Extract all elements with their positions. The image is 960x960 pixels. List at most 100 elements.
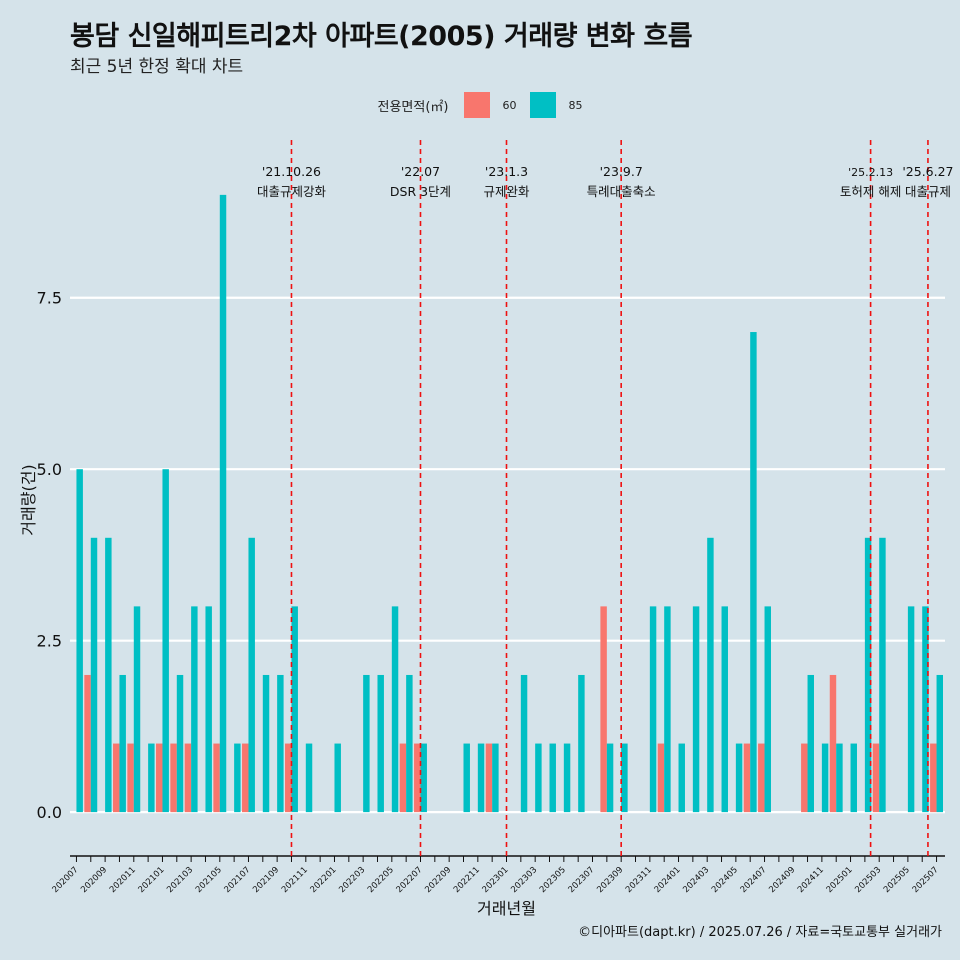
legend-title: 전용면적(㎡) (377, 99, 449, 115)
bar-85-202304 (549, 743, 556, 813)
legend-swatch-60 (464, 92, 491, 118)
bar-60-202206 (399, 743, 407, 813)
x-tick-label: 202407 (739, 865, 769, 895)
bar-85-202106 (234, 743, 241, 813)
bar-60-202011 (127, 743, 134, 813)
bar-60-202103 (184, 743, 192, 813)
bar-85-202008 (90, 537, 98, 813)
bar-85-202201 (334, 743, 341, 813)
chart-title: 봉담 신일해피트리2차 아파트(2005) 거래량 변화 흐름 (70, 21, 693, 52)
bar-85-202101 (162, 469, 169, 813)
x-tick-label: 202503 (853, 865, 883, 895)
bar-85-202312 (664, 606, 671, 813)
bar-85-202410 (807, 674, 814, 813)
x-tick-label: 202505 (882, 865, 912, 895)
bar-85-202111 (305, 743, 313, 813)
bar-85-202403 (707, 537, 714, 813)
x-tick-label: 202403 (681, 865, 711, 895)
y-axis-title: 거래량(건) (19, 464, 38, 535)
bar-85-202110 (291, 606, 298, 813)
x-tick-label: 202105 (194, 865, 224, 895)
bar-85-202205 (391, 606, 399, 813)
x-tick-label: 202007 (51, 865, 81, 895)
legend-label-60: 60 (502, 98, 517, 112)
bar-85-202103 (191, 606, 198, 813)
x-tick-label: 202401 (653, 865, 683, 895)
y-tick-label: 0.0 (37, 803, 62, 822)
bar-60-202507 (930, 743, 937, 813)
bar-85-202108 (262, 674, 270, 813)
bar-85-202010 (119, 674, 126, 813)
bar-60-202312 (657, 743, 665, 813)
bar-85-202011 (133, 606, 141, 813)
bar-85-202501 (850, 743, 857, 813)
y-tick-label: 7.5 (37, 289, 62, 308)
x-axis-title: 거래년월 (477, 899, 536, 918)
bar-85-202406 (750, 332, 757, 813)
bar-85-202405 (735, 743, 743, 813)
bar-85-202007 (76, 469, 83, 813)
x-tick-label: 202305 (538, 865, 568, 895)
event-date: '21.10.26 (262, 164, 321, 179)
x-tick-label: 202411 (796, 865, 826, 895)
bar-85-202411 (821, 743, 829, 813)
x-tick-label: 202405 (710, 865, 740, 895)
bar-85-202302 (520, 674, 528, 813)
bar-60-202107 (242, 743, 249, 813)
x-tick-label: 202207 (395, 865, 425, 895)
y-tick-label: 5.0 (37, 460, 62, 479)
x-tick-label: 202009 (79, 865, 109, 895)
event-date: '23.9.7 (600, 164, 643, 179)
event-date: '25.6.27 (902, 164, 953, 179)
bar-60-202308 (600, 606, 607, 813)
bar-85-202212 (492, 743, 499, 813)
x-tick-label: 202307 (567, 865, 597, 895)
x-tick-label: 202205 (366, 865, 396, 895)
bar-85-202109 (277, 674, 284, 813)
bar-85-202107 (248, 537, 255, 813)
x-tick-label: 202409 (767, 865, 797, 895)
legend-swatch-85 (530, 92, 557, 118)
bar-60-202212 (485, 743, 493, 813)
bar-85-202505 (907, 606, 915, 813)
bar-85-202211 (477, 743, 485, 813)
bar-85-202012 (148, 743, 155, 813)
bar-85-202401 (678, 743, 685, 813)
x-tick-label: 202011 (108, 865, 138, 895)
bar-85-202204 (377, 674, 384, 813)
x-tick-label: 202309 (595, 865, 625, 895)
bar-85-202102 (176, 674, 184, 813)
bar-60-202503 (872, 743, 880, 813)
bar-60-202110 (285, 743, 292, 813)
bar-85-202303 (535, 743, 542, 813)
bar-60-202102 (170, 743, 177, 813)
x-tick-label: 202201 (309, 865, 339, 895)
bar-60-202010 (113, 743, 120, 813)
bar-60-202407 (758, 743, 765, 813)
bar-85-202412 (836, 743, 843, 813)
event-label: 대출규제강화 (257, 184, 327, 199)
bar-60-202410 (801, 743, 808, 813)
x-tick-label: 202111 (280, 865, 310, 895)
x-tick-label: 202101 (137, 865, 167, 895)
x-tick-label: 202303 (509, 865, 539, 895)
bar-85-202306 (578, 674, 585, 813)
legend-label-85: 85 (568, 98, 583, 112)
chart-subtitle: 최근 5년 한정 확대 차트 (70, 57, 244, 77)
bar-85-202210 (463, 743, 470, 813)
bar-85-202404 (721, 606, 728, 813)
bar-85-202311 (649, 606, 657, 813)
bar-60-202412 (829, 674, 837, 813)
bar-85-202305 (563, 743, 571, 813)
event-label: 규제완화 (483, 184, 530, 199)
y-tick-label: 2.5 (37, 632, 62, 651)
event-label: DSR 3단계 (390, 184, 451, 199)
bar-60-202101 (156, 743, 163, 813)
event-label: 대출규제 (905, 184, 951, 199)
event-date: '25.2.13 (848, 166, 893, 179)
x-tick-label: 202107 (223, 865, 253, 895)
bar-60-202105 (213, 743, 220, 813)
event-label: 토허제 해제 (840, 184, 901, 199)
bar-60-202207 (414, 743, 421, 813)
x-tick-label: 202507 (911, 865, 941, 895)
